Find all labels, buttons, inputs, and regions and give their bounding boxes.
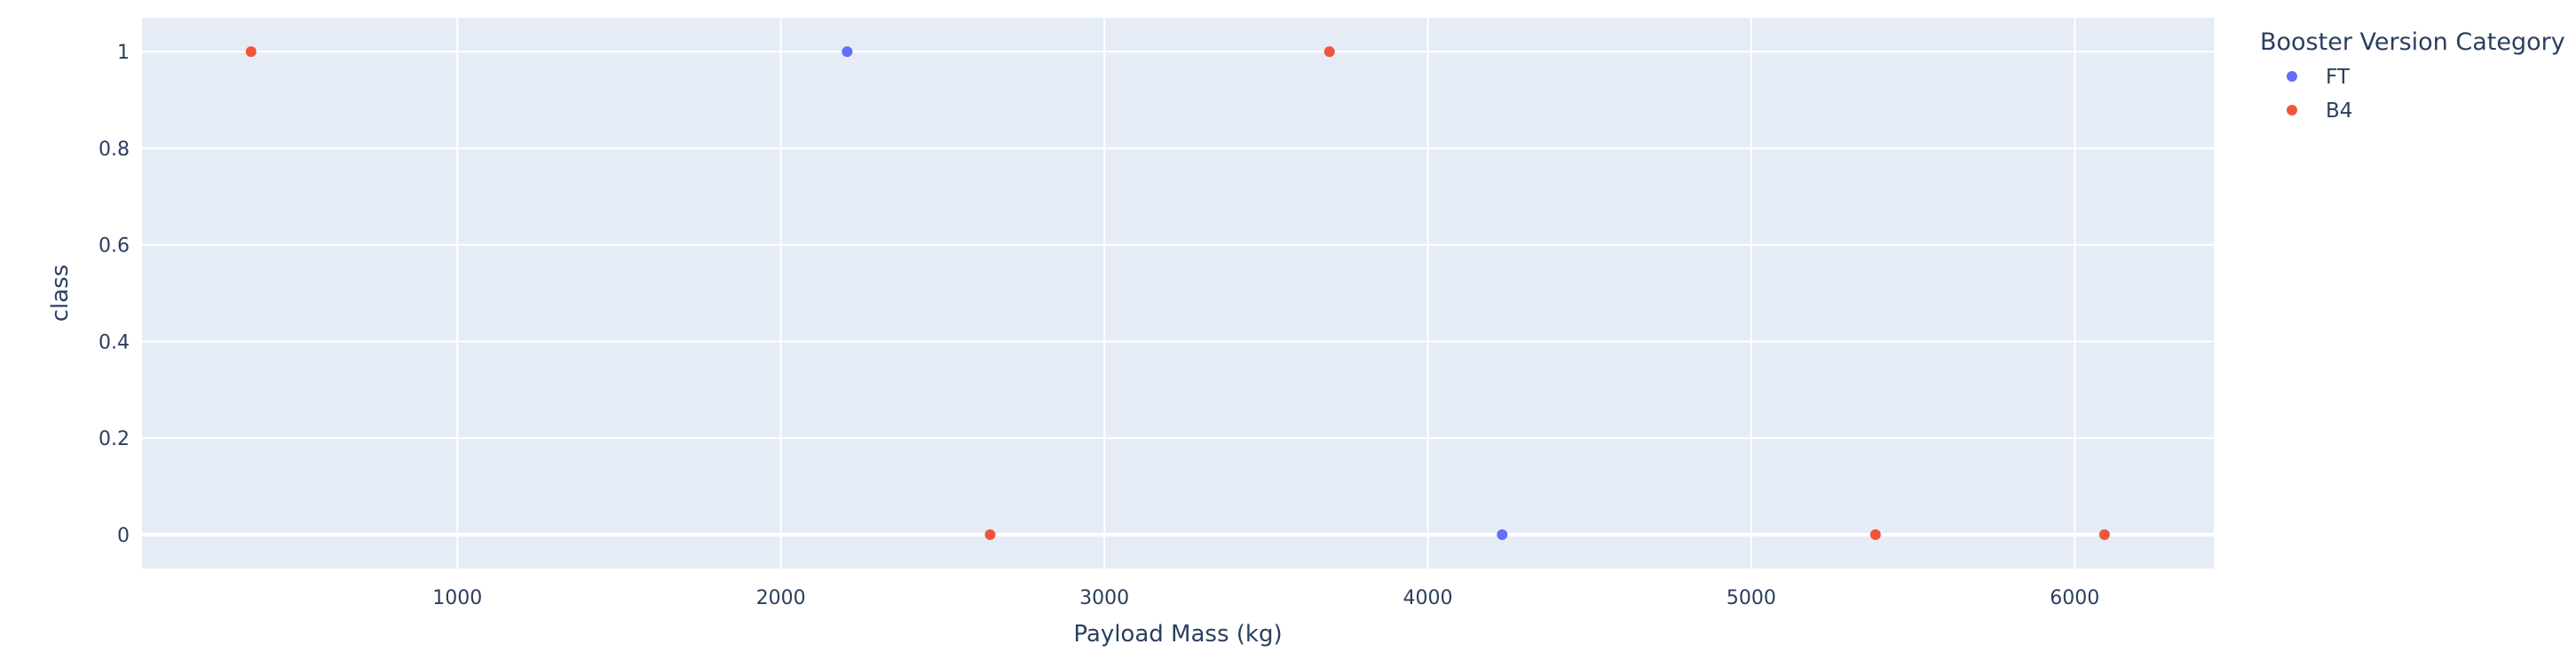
legend-label: B4: [2326, 99, 2352, 123]
x-tick-labels: 1000 2000 3000 4000 5000 6000: [432, 587, 2099, 609]
y-tick-label: 0: [117, 525, 130, 547]
grid-lines: [142, 18, 2214, 569]
x-tick-label: 3000: [1079, 587, 1129, 609]
y-axis-title: class: [47, 265, 74, 322]
data-point-ft[interactable]: [1497, 529, 1508, 540]
data-point-ft[interactable]: [842, 46, 853, 58]
x-tick-label: 1000: [432, 587, 482, 609]
data-points[interactable]: [245, 46, 2110, 540]
legend-marker: [2287, 105, 2297, 115]
y-tick-label: 0.2: [99, 428, 130, 450]
data-point-b4[interactable]: [1869, 529, 1881, 540]
x-tick-label: 2000: [756, 587, 806, 609]
y-tick-label: 0.4: [99, 331, 130, 354]
y-tick-label: 0.8: [99, 139, 130, 161]
y-tick-labels: 0 0.2 0.4 0.6 0.8 1: [99, 42, 130, 547]
data-point-b4[interactable]: [984, 529, 996, 540]
data-point-b4[interactable]: [2098, 529, 2110, 540]
data-point-b4[interactable]: [1324, 46, 1335, 58]
legend-title: Booster Version Category: [2260, 28, 2565, 56]
legend-item-ft[interactable]: FT: [2287, 66, 2351, 89]
x-tick-label: 6000: [2050, 587, 2099, 609]
y-tick-label: 1: [117, 42, 130, 64]
plot-background: [142, 18, 2214, 569]
x-tick-label: 4000: [1403, 587, 1453, 609]
x-tick-label: 5000: [1727, 587, 1776, 609]
legend-item-b4[interactable]: B4: [2287, 99, 2352, 123]
legend-label: FT: [2326, 66, 2351, 89]
y-tick-label: 0.6: [99, 235, 130, 258]
data-point-b4[interactable]: [245, 46, 257, 58]
x-axis-title: Payload Mass (kg): [1073, 621, 1282, 648]
legend-marker: [2287, 71, 2297, 82]
legend[interactable]: FT B4: [2287, 66, 2352, 123]
